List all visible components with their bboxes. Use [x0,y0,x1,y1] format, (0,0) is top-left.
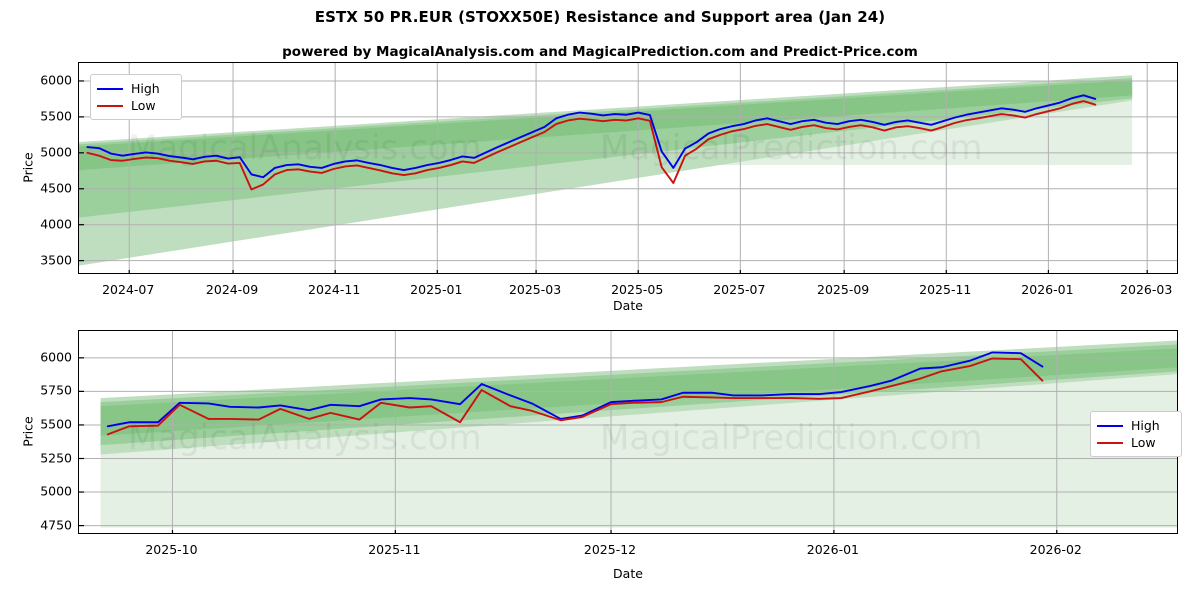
legend-row-high: High [97,80,173,97]
y-tick-label: 5000 [40,144,72,160]
legend-row-low: Low [1097,434,1173,451]
legend-row-high: High [1097,417,1173,434]
legend-row-low: Low [97,97,173,114]
top-chart-plot-area [78,62,1178,274]
y-tick-label: 4000 [40,216,72,232]
y-tick-label: 5500 [40,108,72,124]
top-chart-canvas [79,63,1177,273]
page-title: ESTX 50 PR.EUR (STOXX50E) Resistance and… [314,8,886,26]
y-tick-label: 5250 [40,450,72,465]
bottom-chart-x-axis-title: Date [613,566,643,581]
y-tick-label: 6000 [40,349,72,365]
legend-swatch-low [1097,441,1123,444]
x-tick-label: 2025-01 [410,282,463,297]
x-tick-label: 2026-03 [1120,282,1173,297]
legend-label-high: High [1131,418,1160,433]
x-tick-label: 2025-07 [713,282,766,297]
y-tick-label: 4750 [40,517,72,533]
x-tick-label: 2025-12 [583,542,637,557]
x-tick-label: 2026-01 [1021,282,1074,297]
top-chart-legend[interactable]: High Low [90,74,182,120]
y-tick-label: 3500 [40,252,72,268]
legend-swatch-high [1097,424,1123,427]
y-tick-label: 6000 [40,72,72,88]
x-tick-label: 2026-01 [806,542,860,557]
x-tick-label: 2025-09 [817,282,870,297]
legend-swatch-low [97,104,123,107]
x-tick-label: 2025-03 [508,282,562,297]
x-tick-label: 2025-05 [611,282,664,297]
bottom-chart-plot-area [78,330,1178,534]
x-tick-label: 2026-02 [1029,542,1082,557]
legend-label-low: Low [131,98,156,113]
bottom-chart-canvas [79,331,1177,533]
bottom-chart-legend[interactable]: High Low [1090,411,1182,457]
x-tick-label: 2024-09 [205,282,259,297]
x-tick-label: 2025-10 [145,542,198,557]
x-tick-label: 2024-07 [102,282,155,297]
page-subtitle: powered by MagicalAnalysis.com and Magic… [282,44,918,60]
x-tick-label: 2024-11 [308,282,361,297]
legend-label-high: High [131,81,160,96]
top-chart-x-axis-title: Date [613,298,643,313]
x-tick-label: 2025-11 [368,542,421,557]
x-tick-label: 2025-11 [919,282,972,297]
legend-label-low: Low [1131,435,1156,450]
legend-swatch-high [97,87,123,90]
y-tick-label: 5000 [40,483,72,499]
top-chart-panel [78,62,1178,274]
y-tick-label: 5500 [40,416,72,432]
y-tick-label: 4500 [40,180,72,196]
bottom-chart-panel [78,330,1178,534]
y-tick-label: 5750 [40,382,72,398]
